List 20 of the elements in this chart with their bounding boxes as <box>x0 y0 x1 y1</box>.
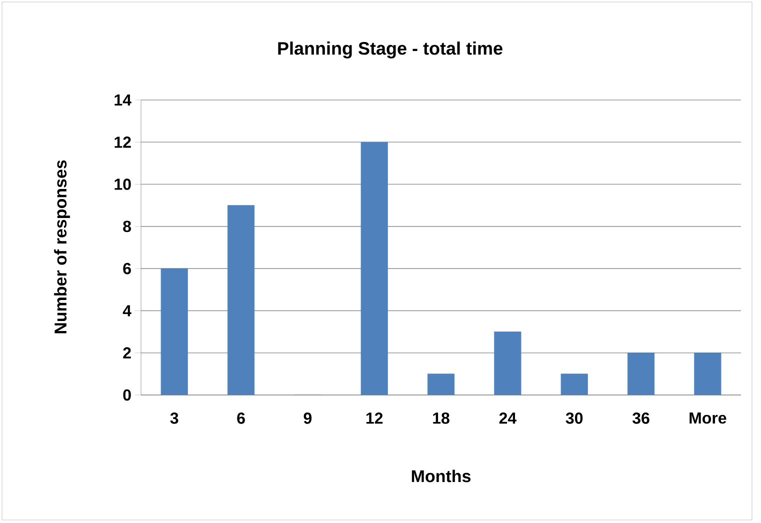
y-tick-label: 4 <box>122 305 132 316</box>
y-tick-label: 8 <box>123 220 131 232</box>
y-tick-label: 0 <box>123 389 131 401</box>
y-tick-label: 6 <box>123 262 131 274</box>
y-tick-label: 12 <box>114 136 131 148</box>
x-tick-label: 36 <box>632 412 650 424</box>
y-tick-label: 2 <box>123 347 131 358</box>
x-tick-label: 9 <box>304 412 312 424</box>
x-tick-label: 24 <box>499 412 516 424</box>
y-tick-label: 14 <box>114 94 132 106</box>
y-tick-label: 10 <box>114 178 131 190</box>
x-tick-label: 6 <box>237 412 245 424</box>
x-tick-label: 12 <box>366 412 383 424</box>
y-axis-title: Number of responses <box>54 160 70 334</box>
x-tick-label: 3 <box>170 412 178 424</box>
x-tick-label: 18 <box>433 412 450 424</box>
x-tick-label: More <box>690 412 726 424</box>
x-tick-label: 30 <box>566 412 583 424</box>
chart-title: Planning Stage - total time <box>278 42 502 58</box>
x-axis-title: Months <box>412 470 471 482</box>
